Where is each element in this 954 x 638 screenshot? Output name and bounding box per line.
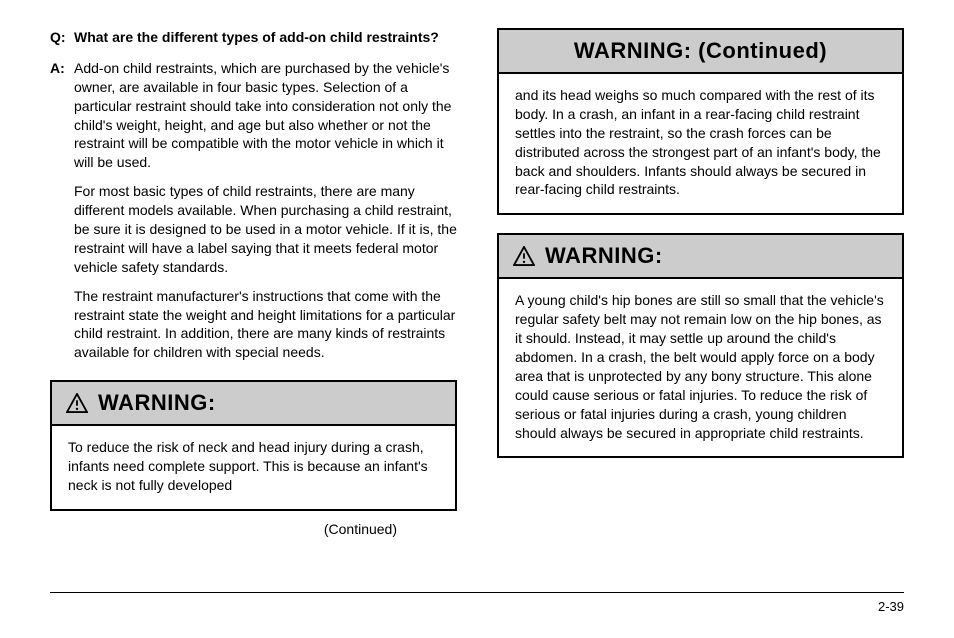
alert-triangle-icon bbox=[66, 393, 88, 413]
answer-row: A: Add-on child restraints, which are pu… bbox=[50, 59, 457, 362]
manual-page: Q: What are the different types of add-o… bbox=[0, 0, 954, 638]
continued-label: (Continued) bbox=[50, 521, 457, 537]
warning-body-continued: and its head weighs so much compared wit… bbox=[499, 74, 902, 213]
warning-box-left: WARNING: To reduce the risk of neck and … bbox=[50, 380, 457, 511]
warning-box-right: WARNING: A young child's hip bones are s… bbox=[497, 233, 904, 458]
answer-para-3: The restraint manufacturer's instruction… bbox=[74, 287, 457, 363]
alert-triangle-icon bbox=[513, 246, 535, 266]
warning-title-left: WARNING: bbox=[98, 390, 216, 416]
page-footer: 2-39 bbox=[50, 592, 904, 614]
warning-body-left: To reduce the risk of neck and head inju… bbox=[52, 426, 455, 509]
question-text: What are the different types of add-on c… bbox=[74, 28, 439, 47]
warning-title-right: WARNING: bbox=[545, 243, 663, 269]
warning-header-right: WARNING: bbox=[499, 235, 902, 279]
answer-para-1: Add-on child restraints, which are purch… bbox=[74, 59, 457, 172]
q-label: Q: bbox=[50, 28, 68, 47]
right-column: WARNING: (Continued) and its head weighs… bbox=[497, 28, 904, 537]
qa-block: Q: What are the different types of add-o… bbox=[50, 28, 457, 362]
warning-body-right: A young child's hip bones are still so s… bbox=[499, 279, 902, 456]
warning-title-continued: WARNING: (Continued) bbox=[574, 38, 827, 64]
footer-rule bbox=[50, 592, 904, 593]
warning-header-continued: WARNING: (Continued) bbox=[499, 30, 902, 74]
warning-box-continued: WARNING: (Continued) and its head weighs… bbox=[497, 28, 904, 215]
question-row: Q: What are the different types of add-o… bbox=[50, 28, 457, 47]
two-column-layout: Q: What are the different types of add-o… bbox=[50, 28, 904, 537]
left-column: Q: What are the different types of add-o… bbox=[50, 28, 457, 537]
answer-para-2: For most basic types of child restraints… bbox=[74, 182, 457, 276]
answer-body: Add-on child restraints, which are purch… bbox=[74, 59, 457, 362]
a-label: A: bbox=[50, 59, 68, 362]
warning-header-left: WARNING: bbox=[52, 382, 455, 426]
page-number: 2-39 bbox=[50, 599, 904, 614]
